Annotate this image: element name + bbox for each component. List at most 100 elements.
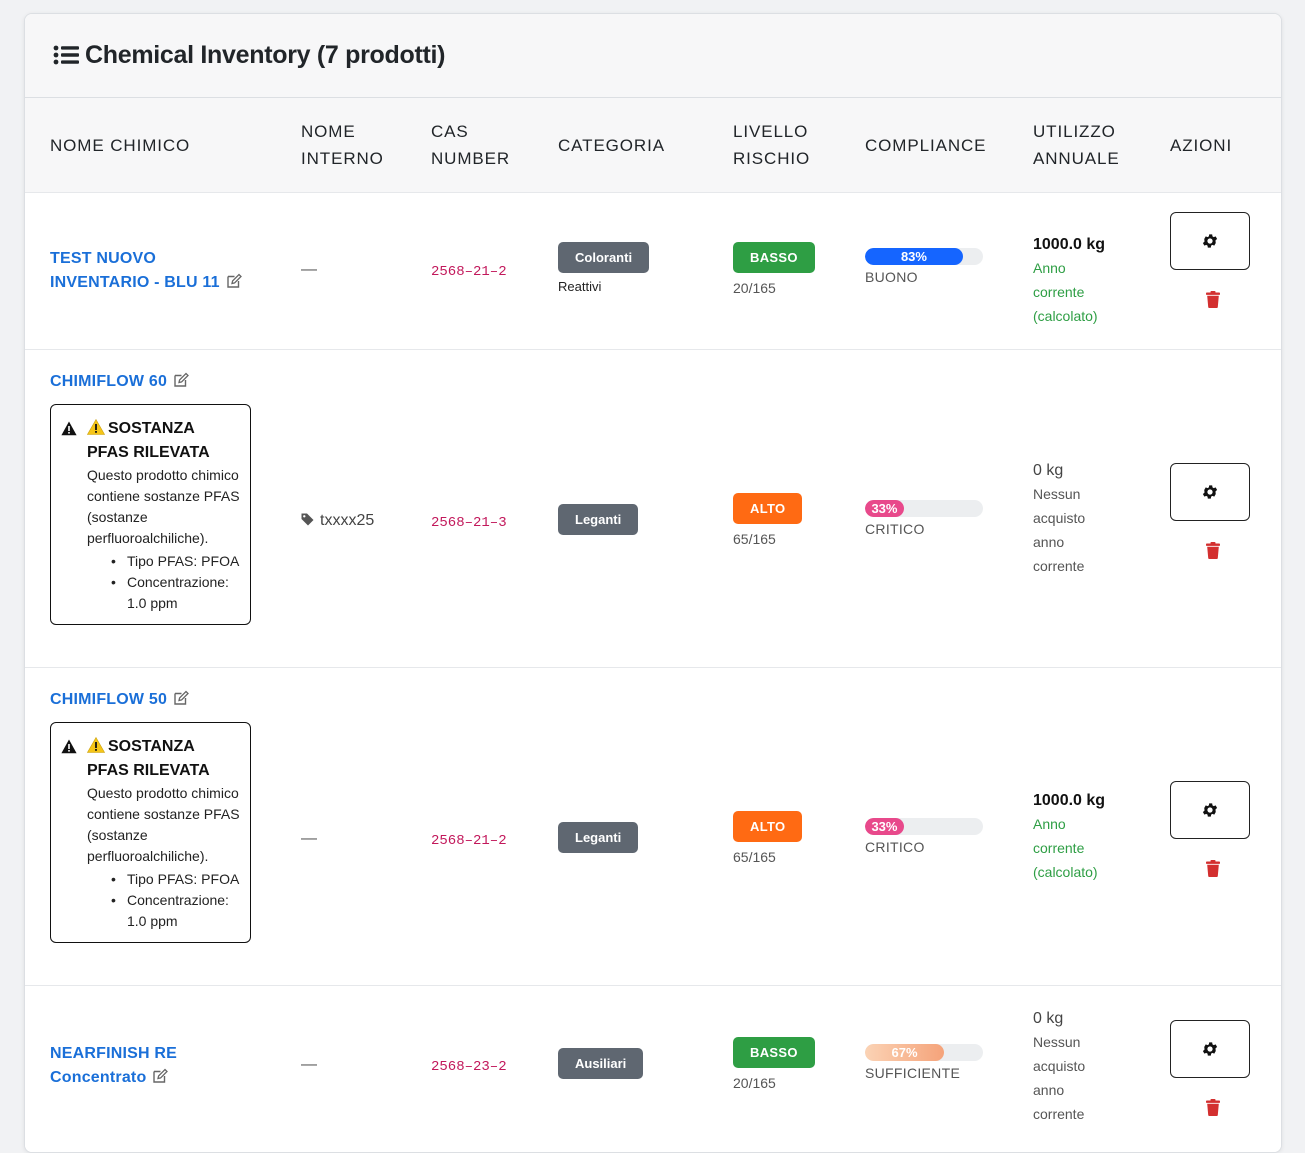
category-cell: Ausiliari bbox=[558, 1048, 644, 1079]
usage-note: Nessun bbox=[1033, 1034, 1081, 1050]
risk-score: 65/165 bbox=[733, 849, 776, 865]
compliance-cell: 83% BUONO bbox=[865, 248, 983, 285]
category-badge: Coloranti bbox=[558, 242, 650, 273]
compliance-cell: 67% SUFFICIENTE bbox=[865, 1044, 983, 1081]
chemical-name-link[interactable]: CHIMIFLOW 50 bbox=[50, 688, 251, 712]
actions-cell bbox=[1170, 1020, 1250, 1116]
pfas-alert: SOSTANZA PFAS RILEVATA Questo prodotto c… bbox=[50, 722, 251, 943]
category-badge: Leganti bbox=[558, 504, 639, 535]
pfas-alert-heading: PFAS RILEVATA bbox=[87, 444, 210, 461]
warning-emoji-icon bbox=[87, 419, 105, 435]
risk-cell: ALTO 65/165 bbox=[733, 493, 803, 547]
chemical-name-link[interactable]: TEST NUOVO INVENTARIO - BLU 11 bbox=[50, 247, 242, 295]
compliance-cell: 33% CRITICO bbox=[865, 500, 983, 537]
settings-button[interactable] bbox=[1170, 212, 1250, 270]
usage-quantity: 1000.0 kg bbox=[1033, 236, 1106, 253]
compliance-bar: 67% bbox=[865, 1044, 983, 1061]
internal-name: — bbox=[301, 830, 317, 847]
cas-number: 2568–21–3 bbox=[431, 515, 507, 531]
usage-note: Anno bbox=[1033, 816, 1066, 832]
risk-score: 20/165 bbox=[733, 280, 776, 296]
edit-icon[interactable] bbox=[152, 1068, 169, 1084]
chemical-name-cell: CHIMIFLOW 50 SOSTANZA PFAS RILEVATA Ques… bbox=[50, 688, 251, 943]
compliance-label: CRITICO bbox=[865, 839, 925, 855]
usage-cell: 1000.0 kg Anno corrente (calcolato) bbox=[1033, 236, 1105, 328]
usage-note: corrente bbox=[1033, 284, 1085, 300]
table-header: NOME CHIMICO NOME INTERNO CAS NUMBER CATEG… bbox=[25, 98, 1281, 192]
risk-badge: ALTO bbox=[733, 811, 803, 842]
compliance-fill: 83% bbox=[865, 248, 963, 265]
table-row: CHIMIFLOW 50 SOSTANZA PFAS RILEVATA Ques… bbox=[25, 667, 1281, 985]
card-header: Chemical Inventory (7 prodotti) bbox=[25, 14, 1281, 98]
col-nome-interno[interactable]: NOME INTERNO bbox=[301, 122, 384, 168]
usage-note: acquisto bbox=[1033, 510, 1086, 526]
list-item: Concentrazione:1.0 ppm bbox=[87, 890, 240, 932]
warning-triangle-icon bbox=[61, 421, 77, 436]
table-row: NEARFINISH RE Concentrato — 2568–23–2 Au… bbox=[25, 985, 1281, 1152]
chemical-name-link[interactable]: CHIMIFLOW 60 bbox=[50, 370, 251, 394]
pfas-alert-text: Questo prodotto chimico contiene sostanz… bbox=[87, 785, 240, 864]
category-badge: Leganti bbox=[558, 822, 639, 853]
trash-icon[interactable] bbox=[1206, 1099, 1220, 1116]
usage-note: corrente bbox=[1033, 1106, 1085, 1122]
risk-badge: ALTO bbox=[733, 493, 803, 524]
warning-emoji-icon bbox=[87, 737, 105, 753]
settings-button[interactable] bbox=[1170, 781, 1250, 839]
usage-cell: 1000.0 kg Anno corrente (calcolato) bbox=[1033, 792, 1105, 884]
category-cell: Leganti bbox=[558, 504, 639, 535]
category-cell: Leganti bbox=[558, 822, 639, 853]
category-badge: Ausiliari bbox=[558, 1048, 644, 1079]
pfas-details-list: Tipo PFAS: PFOA Concentrazione:1.0 ppm bbox=[87, 869, 240, 932]
pfas-details-list: Tipo PFAS: PFOA Concentrazione:1.0 ppm bbox=[87, 551, 240, 614]
usage-note: Nessun bbox=[1033, 486, 1081, 502]
compliance-fill: 33% bbox=[865, 500, 904, 517]
gear-icon bbox=[1202, 234, 1218, 248]
trash-icon[interactable] bbox=[1206, 860, 1220, 877]
col-categoria[interactable]: CATEGORIA bbox=[558, 135, 665, 155]
edit-icon[interactable] bbox=[173, 690, 189, 706]
trash-icon[interactable] bbox=[1206, 291, 1220, 308]
risk-score: 65/165 bbox=[733, 531, 776, 547]
risk-cell: BASSO 20/165 bbox=[733, 242, 815, 296]
edit-icon[interactable] bbox=[226, 273, 242, 289]
internal-name: — bbox=[301, 261, 317, 278]
cas-number: 2568–21–2 bbox=[431, 833, 507, 849]
pfas-alert-heading: SOSTANZA bbox=[87, 417, 240, 441]
cas-number: 2568–21–2 bbox=[431, 264, 507, 280]
actions-cell bbox=[1170, 463, 1250, 559]
risk-cell: BASSO 20/165 bbox=[733, 1037, 815, 1091]
usage-note: (calcolato) bbox=[1033, 308, 1098, 324]
chemical-name-link[interactable]: NEARFINISH RE Concentrato bbox=[50, 1045, 178, 1086]
page-title-text: Chemical Inventory (7 prodotti) bbox=[85, 41, 446, 69]
subcategory-text: Reattivi bbox=[558, 279, 602, 294]
settings-button[interactable] bbox=[1170, 1020, 1250, 1078]
list-icon bbox=[53, 45, 79, 65]
gear-icon bbox=[1202, 1042, 1218, 1056]
gear-icon bbox=[1202, 803, 1218, 817]
compliance-bar: 33% bbox=[865, 500, 983, 517]
risk-cell: ALTO 65/165 bbox=[733, 811, 803, 865]
col-livello-rischio[interactable]: LIVELLO RISCHIO bbox=[733, 122, 811, 168]
usage-quantity: 0 kg bbox=[1033, 1010, 1064, 1027]
usage-note: acquisto bbox=[1033, 1058, 1086, 1074]
warning-triangle-icon bbox=[61, 739, 77, 754]
usage-note: anno bbox=[1033, 1082, 1065, 1098]
tag-icon bbox=[301, 513, 314, 526]
usage-cell: 0 kg Nessun acquisto anno corrente bbox=[1033, 1010, 1085, 1126]
col-compliance[interactable]: COMPLIANCE bbox=[865, 135, 987, 155]
col-cas-number[interactable]: CAS NUMBER bbox=[431, 122, 511, 168]
risk-score: 20/165 bbox=[733, 1075, 776, 1091]
trash-icon[interactable] bbox=[1206, 542, 1220, 559]
compliance-fill: 33% bbox=[865, 818, 904, 835]
settings-button[interactable] bbox=[1170, 463, 1250, 521]
usage-note: (calcolato) bbox=[1033, 864, 1098, 880]
internal-name: txxxx25 bbox=[301, 512, 374, 530]
cas-number: 2568–23–2 bbox=[431, 1059, 507, 1075]
risk-badge: BASSO bbox=[733, 242, 815, 273]
col-nome-chimico[interactable]: NOME CHIMICO bbox=[50, 135, 191, 155]
edit-icon[interactable] bbox=[173, 372, 189, 388]
usage-cell: 0 kg Nessun acquisto anno corrente bbox=[1033, 462, 1085, 578]
col-utilizzo-annuale[interactable]: UTILIZZO ANNUALE bbox=[1033, 122, 1120, 168]
compliance-cell: 33% CRITICO bbox=[865, 818, 983, 855]
pfas-alert-heading: SOSTANZA bbox=[87, 735, 240, 759]
